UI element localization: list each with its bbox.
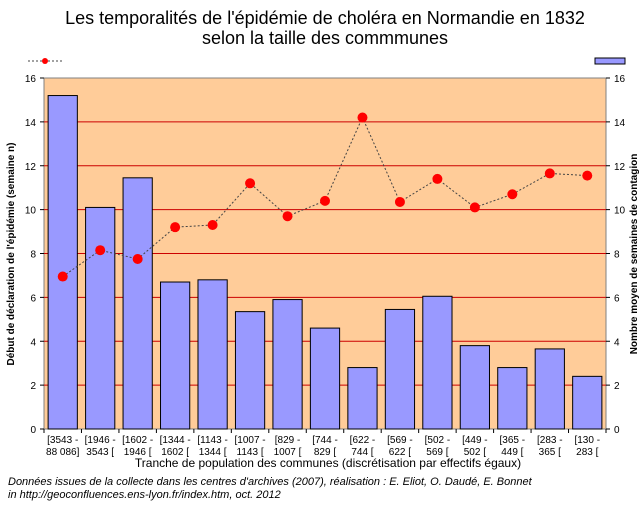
line-point: [57, 271, 68, 282]
x-axis-label: Tranche de population des communes (disc…: [135, 456, 521, 470]
bar: [422, 295, 453, 430]
x-tick-label: [1602 -: [122, 435, 153, 446]
x-tick-label: [1143 -: [197, 435, 227, 446]
line-point: [507, 189, 518, 200]
right-tick-label: 10: [614, 206, 626, 217]
x-tick-label: 622 [: [389, 447, 411, 458]
bar: [347, 367, 378, 430]
line-series: [57, 112, 593, 282]
x-tick-label: [569 -: [387, 435, 413, 446]
footer-credit: Données issues de la collecte dans les c…: [8, 476, 532, 488]
line-point: [394, 196, 405, 207]
x-tick-label: 283 [: [576, 447, 598, 458]
x-tick-label: 1007 [: [274, 447, 302, 458]
x-tick-label: 3543 [: [86, 447, 114, 458]
line-point: [95, 245, 106, 256]
x-tick-label: [365 -: [500, 435, 526, 446]
left-axis-ticks: 0 2 4 6 8 10 12 14 16: [25, 74, 44, 436]
left-tick-label: 2: [30, 381, 36, 392]
bar: [497, 367, 528, 430]
line-point: [582, 170, 593, 181]
left-tick-label: 16: [25, 74, 37, 85]
left-tick-label: 14: [25, 118, 37, 129]
x-tick-label: [449 -: [462, 435, 488, 446]
left-tick-label: 0: [30, 425, 36, 436]
x-tick-label: [829 -: [275, 435, 301, 446]
bar: [122, 177, 153, 430]
footer-source: in http://geoconfluences.ens-lyon.fr/ind…: [8, 489, 281, 501]
bar: [459, 345, 490, 430]
right-tick-label: 16: [614, 74, 626, 85]
line-point: [132, 253, 143, 264]
line-point: [469, 202, 480, 213]
x-axis-ticks: [3543 -88 086] [1946 -3543 [ [1602 -1946 […: [43, 429, 607, 458]
x-tick-label: [1007 -: [234, 435, 265, 446]
bar: [534, 348, 565, 430]
line-point: [544, 168, 555, 179]
x-tick-label: 1602 [: [161, 447, 189, 458]
legend-line-series: [28, 58, 62, 64]
right-tick-label: 14: [614, 118, 626, 129]
x-tick-label: 744 [: [351, 447, 373, 458]
x-tick-label: [744 -: [312, 435, 338, 446]
bar-series: [47, 95, 603, 430]
bar: [309, 327, 341, 430]
x-tick-label: 502 [: [464, 447, 486, 458]
legend-bar-series: [594, 57, 626, 65]
right-tick-label: 12: [614, 162, 626, 173]
line-point: [245, 178, 256, 189]
bar: [234, 311, 266, 430]
right-axis-label: Nombre moyen de semaines de contagion: [629, 154, 640, 355]
left-tick-label: 12: [25, 162, 37, 173]
line-point: [357, 112, 368, 123]
left-tick-label: 8: [30, 250, 36, 261]
x-tick-label: 1143 [: [237, 447, 264, 458]
x-tick-label: 1344 [: [199, 447, 227, 458]
right-tick-label: 2: [614, 381, 620, 392]
x-tick-label: [502 -: [425, 435, 451, 446]
bar: [85, 206, 116, 430]
right-axis-ticks: 0 2 4 6 8 10 12 14 16: [606, 74, 626, 436]
bar: [572, 375, 603, 430]
x-tick-label: [1946 -: [85, 435, 116, 446]
line-point: [207, 219, 218, 230]
left-tick-label: 4: [30, 337, 36, 348]
x-tick-label: [1344 -: [160, 435, 191, 446]
bar: [272, 299, 303, 430]
line-point: [320, 195, 330, 206]
line-point: [432, 173, 443, 184]
right-tick-label: 6: [614, 293, 620, 304]
left-tick-label: 6: [30, 293, 36, 304]
x-tick-label: 449 [: [501, 447, 523, 458]
x-tick-label: 829 [: [314, 447, 336, 458]
bar: [384, 308, 416, 430]
chart-title-line-2: selon la taille des commmunes: [202, 28, 448, 48]
right-tick-label: 0: [614, 425, 620, 436]
line-point: [282, 211, 293, 222]
bar: [47, 95, 78, 430]
x-tick-label: [622 -: [350, 435, 376, 446]
left-axis-label: Début de déclaration de l'épidémie (sema…: [6, 143, 17, 366]
x-tick-label: [130 -: [574, 435, 600, 446]
left-tick-label: 10: [25, 206, 37, 217]
x-tick-label: [3543 -: [47, 435, 78, 446]
right-tick-label: 8: [614, 250, 620, 261]
bar: [160, 281, 191, 430]
x-tick-label: 88 086]: [46, 447, 80, 458]
x-tick-label: 365 [: [539, 447, 561, 458]
x-tick-label: [283 -: [537, 435, 563, 446]
x-tick-label: 569 [: [426, 447, 448, 458]
right-tick-label: 4: [614, 337, 620, 348]
bar: [197, 279, 228, 430]
chart-title-line-1: Les temporalités de l'épidémie de cholér…: [65, 8, 585, 28]
line-point: [170, 222, 181, 233]
x-tick-label: 1946 [: [124, 447, 152, 458]
